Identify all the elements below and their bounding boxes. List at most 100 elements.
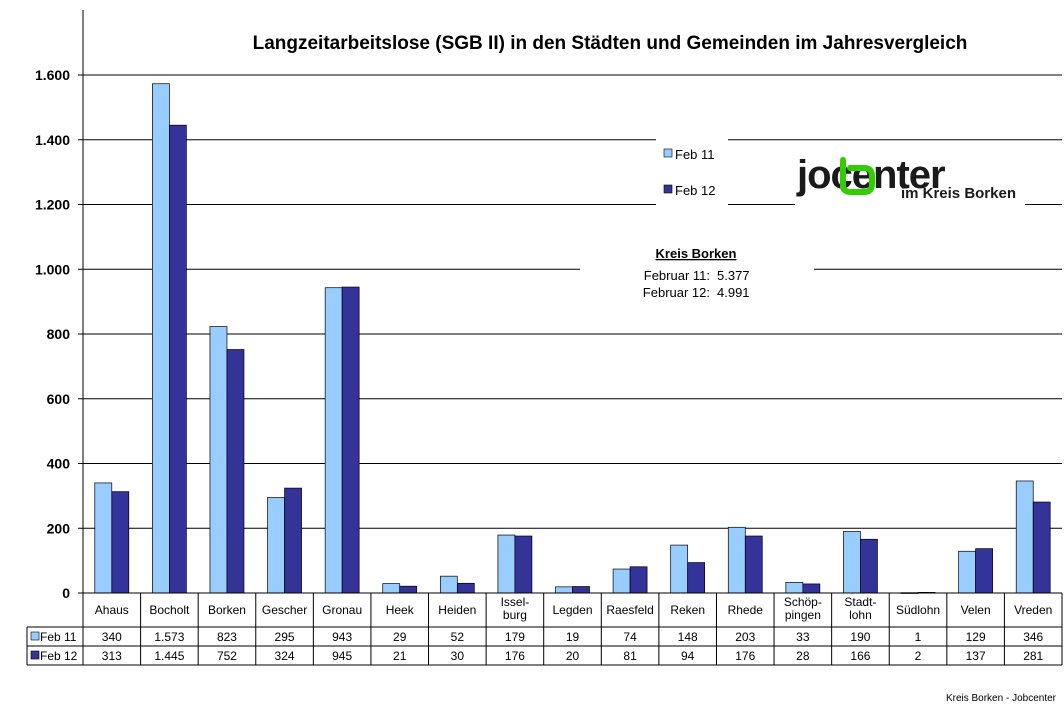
logo-wordmark: jocenter (796, 153, 945, 197)
data-label: 1.445 (154, 649, 184, 663)
data-label: 346 (1023, 630, 1043, 644)
legend-swatch-feb-11 (663, 148, 673, 158)
bar-feb-11 (439, 575, 458, 594)
legend-swatch-feb-12 (663, 184, 673, 194)
data-label: 94 (681, 649, 695, 663)
category-label: Heek (386, 603, 415, 617)
y-tick-label: 1.400 (35, 132, 70, 148)
category-label: Raesfeld (606, 603, 653, 617)
bar-feb-12 (629, 566, 648, 594)
jobcenter-logo: jocenter im Kreis Borken (795, 148, 1025, 206)
data-label: 74 (623, 630, 637, 644)
bar-feb-11 (209, 326, 228, 594)
bar-feb-12 (860, 538, 878, 594)
logo-background (795, 148, 1025, 206)
data-label: 313 (102, 649, 122, 663)
bar-feb-11 (612, 568, 631, 594)
bar-feb-12 (802, 583, 821, 594)
y-tick-label: 1.200 (35, 197, 70, 213)
category-label: Vreden (1014, 603, 1052, 617)
data-label: 1.573 (154, 630, 184, 644)
table-row-header: Feb 12 (40, 649, 78, 663)
category-label: burg (503, 608, 527, 622)
category-label: Borken (208, 603, 246, 617)
bar-feb-12 (169, 124, 187, 594)
chart-title: Langzeitarbeitslose (SGB II) in den Städ… (253, 33, 968, 54)
bar-feb-11 (727, 526, 746, 594)
legend-label-feb-12: Feb 12 (675, 183, 715, 198)
y-tick-label: 1.600 (35, 67, 70, 83)
logo-swoosh-icon (840, 157, 875, 195)
bar-feb-12 (284, 487, 302, 594)
category-label: Issel- (501, 595, 530, 609)
category-label: Heiden (438, 603, 476, 617)
bar-feb-11 (555, 586, 573, 594)
bar-feb-12 (687, 562, 706, 594)
category-label: Rhede (728, 603, 764, 617)
category-label: Südlohn (896, 603, 940, 617)
data-label: 129 (966, 630, 986, 644)
data-label: 823 (217, 630, 237, 644)
bar-feb-11 (1015, 480, 1034, 594)
info-line-label-1: Februar 11: (644, 268, 710, 283)
bar-feb-12 (226, 349, 245, 594)
y-tick-label: 0 (62, 585, 70, 601)
category-label: Gronau (322, 603, 362, 617)
data-label: 176 (505, 649, 525, 663)
category-label: Schöp- (784, 595, 822, 609)
data-label: 19 (566, 630, 580, 644)
legend-background (656, 134, 728, 206)
bar-feb-11 (497, 534, 516, 594)
data-label: 33 (796, 630, 810, 644)
y-tick-label: 200 (47, 520, 71, 536)
category-label: Velen (961, 603, 991, 617)
bar-feb-11 (670, 544, 689, 594)
bar-feb-12 (975, 548, 993, 594)
data-label: 30 (451, 649, 465, 663)
footer-credit: Kreis Borken - Jobcenter (946, 693, 1057, 704)
data-label: 1 (915, 630, 922, 644)
category-label: Legden (552, 603, 592, 617)
bar-feb-12 (572, 586, 590, 594)
bar-feb-11 (843, 531, 861, 594)
category-label: Ahaus (95, 603, 129, 617)
data-label: 52 (451, 630, 465, 644)
info-box-title: Kreis Borken (656, 246, 737, 261)
bar-feb-12 (341, 286, 360, 594)
info-box-background (580, 240, 814, 306)
data-label: 20 (566, 649, 580, 663)
data-label: 176 (735, 649, 755, 663)
legend: Feb 11 Feb 12 (656, 134, 728, 206)
data-label: 295 (275, 630, 295, 644)
bar-feb-11 (94, 482, 113, 594)
data-label: 21 (393, 649, 407, 663)
y-tick-label: 400 (47, 456, 71, 472)
data-label: 148 (678, 630, 698, 644)
axes (78, 10, 1062, 594)
gridlines (83, 74, 1062, 529)
bar-feb-11 (382, 583, 401, 594)
category-label: lohn (849, 608, 872, 622)
data-label: 137 (966, 649, 986, 663)
data-label: 190 (850, 630, 870, 644)
data-label: 179 (505, 630, 525, 644)
bar-feb-11 (785, 581, 804, 594)
data-label: 340 (102, 630, 122, 644)
category-label: Gescher (262, 603, 307, 617)
data-label: 29 (393, 630, 407, 644)
data-label: 203 (735, 630, 755, 644)
y-tick-label: 1.000 (35, 261, 70, 277)
table-swatch (30, 650, 40, 660)
info-box: Kreis Borken Februar 11: 5.377 Februar 1… (580, 240, 814, 306)
bar-feb-12 (399, 585, 418, 594)
data-label: 166 (850, 649, 870, 663)
y-tick-label: 600 (47, 391, 71, 407)
logo-subtitle: im Kreis Borken (901, 185, 1016, 202)
data-table: Ahaus Bocholt Borken Gescher Gronau Heek Heide… (26, 593, 1063, 666)
data-label: 28 (796, 649, 810, 663)
category-label: Reken (670, 603, 705, 617)
info-line-label-2: Februar 12: (643, 285, 710, 300)
category-label: pingen (785, 608, 821, 622)
data-label: 81 (623, 649, 637, 663)
